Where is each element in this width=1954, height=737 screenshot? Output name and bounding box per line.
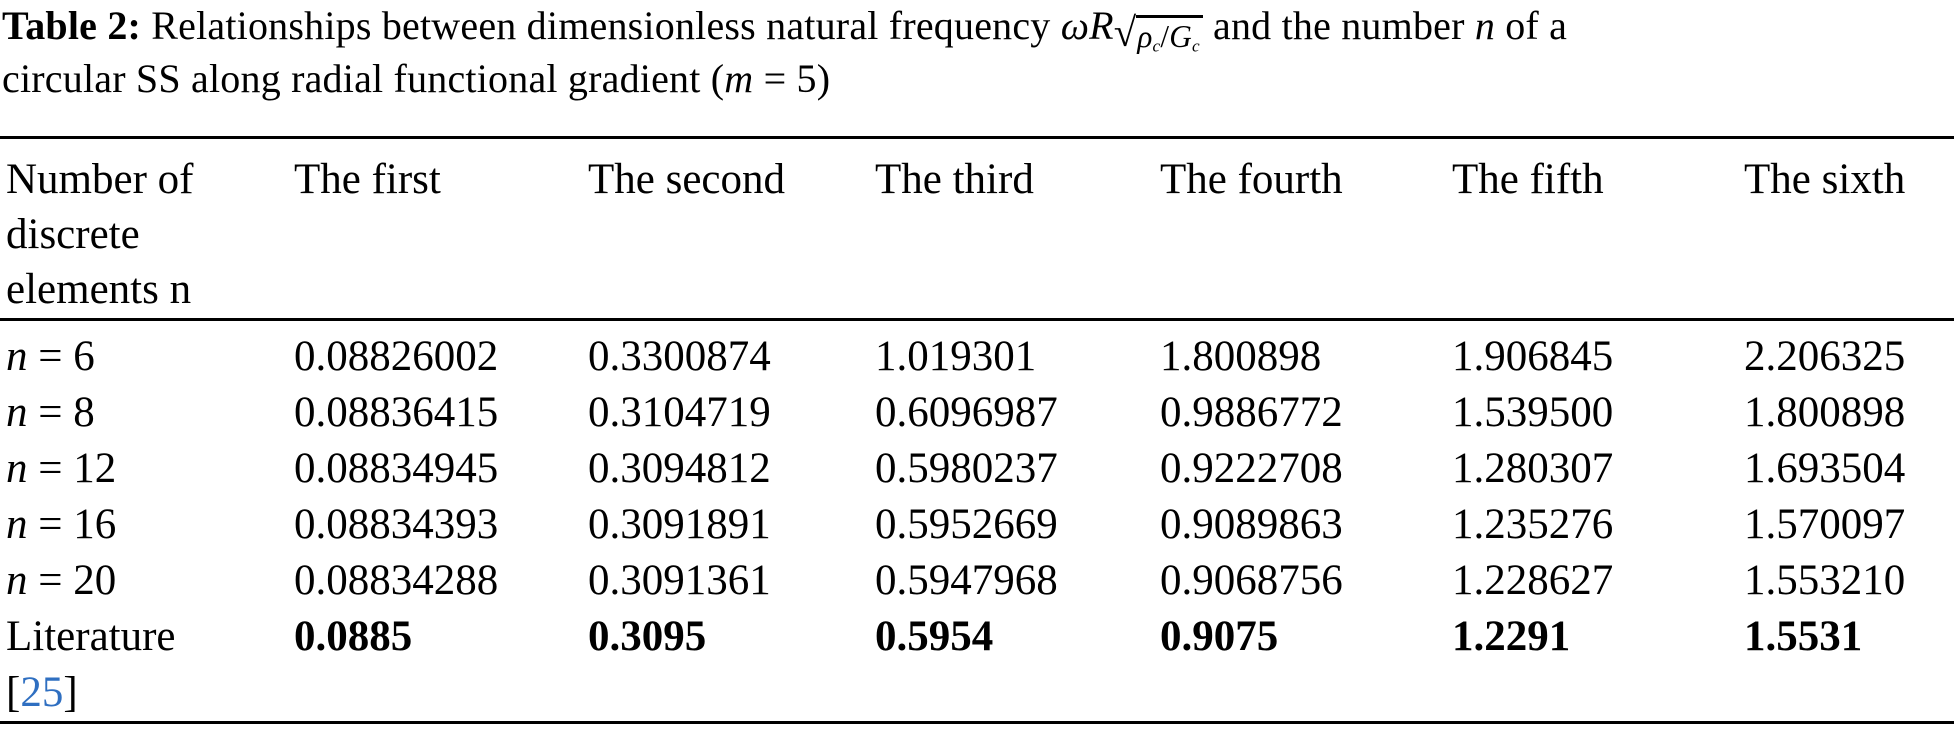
caption-text-e: = 5) [753,55,831,101]
value-cell: 0.3094812 [588,445,771,492]
value-cell: 1.553210 [1744,557,1906,604]
value-cell: 0.9886772 [1160,389,1343,436]
value-cell: 1.5531 [1744,613,1863,660]
value-cell: 1.228627 [1452,557,1614,604]
math-n: n [1474,3,1496,48]
table-row-n8: n = 8 0.08836415 0.3104719 0.6096987 0.9… [6,385,1954,441]
header-cell-the-sixth: The sixth [1744,156,1906,203]
value-cell: 0.5954 [875,613,994,660]
sqrt-radicand: ρc/Gc [1136,15,1203,56]
row-label: n = 16 [6,497,294,553]
literature-label: Literature [6,613,176,660]
caption-text-a: Relationships between dimensionless natu… [141,3,1061,48]
row-label-eq: = 12 [27,445,117,492]
header-cell-the-first: The first [294,156,441,203]
table-row-n20: n = 20 0.08834288 0.3091361 0.5947968 0.… [6,553,1954,609]
table-caption: Table 2: Relationships between dimension… [2,2,1952,103]
math-m: m [724,55,754,101]
table-top-rule [0,136,1954,139]
value-cell: 0.08826002 [294,333,499,380]
caption-text-d: circular SS along radial functional grad… [2,55,725,101]
value-cell: 1.019301 [875,333,1037,380]
value-cell: 0.0885 [294,613,413,660]
value-cell: 0.5980237 [875,445,1058,492]
citation-bracket-open: [ [6,669,21,716]
citation-bracket-close: ] [63,669,78,716]
math-rho: ρ [1137,19,1153,54]
value-cell: 0.08834393 [294,501,499,548]
value-cell: 1.906845 [1452,333,1614,380]
value-cell: 0.3300874 [588,333,771,380]
value-cell: 1.800898 [1744,389,1906,436]
value-cell: 0.5952669 [875,501,1058,548]
sqrt-radical: √ ρc/Gc [1114,10,1203,55]
table-row-n16: n = 16 0.08834393 0.3091891 0.5952669 0.… [6,497,1954,553]
value-cell: 1.539500 [1452,389,1614,436]
value-cell: 2.206325 [1744,333,1906,380]
value-cell: 1.570097 [1744,501,1906,548]
value-cell: 1.280307 [1452,445,1614,492]
row-label-var: n [6,557,28,604]
math-omega-r: ωR [1060,3,1114,48]
row-label-var: n [6,389,28,436]
table-header-row: Number of discrete elements n The first … [0,139,1954,317]
row-label: n = 12 [6,441,294,497]
value-cell: 0.3104719 [588,389,771,436]
value-cell: 0.9222708 [1160,445,1343,492]
row-label-eq: = 16 [27,501,117,548]
caption-text-c: of a [1495,3,1568,48]
math-g: G [1169,19,1192,54]
math-rho-subscript: c [1152,36,1161,56]
value-cell: 1.693504 [1744,445,1906,492]
row-label-var: n [6,501,28,548]
value-cell: 0.9068756 [1160,557,1343,604]
citation-link-25[interactable]: 25 [20,669,64,716]
value-cell: 0.9089863 [1160,501,1343,548]
value-cell: 0.5947968 [875,557,1058,604]
row-label-eq: = 8 [27,389,95,436]
table-row-n12: n = 12 0.08834945 0.3094812 0.5980237 0.… [6,441,1954,497]
value-cell: 1.235276 [1452,501,1614,548]
header-cell-the-second: The second [588,156,786,203]
value-cell: 1.2291 [1452,613,1571,660]
row-label-var: n [6,445,28,492]
header-cell-the-fourth: The fourth [1160,156,1343,203]
value-cell: 0.3091891 [588,501,771,548]
table-header-rule [0,318,1954,321]
value-cell: 1.800898 [1160,333,1322,380]
header-cell-number-of-discrete-elements: Number of discrete elements n [6,156,194,313]
row-label-eq: = 20 [27,557,117,604]
table-row-literature: Literature [25] 0.0885 0.3095 0.5954 0.9… [6,609,1954,721]
row-label-literature: Literature [25] [6,609,294,721]
literature-citation: [25] [6,665,294,721]
row-label-eq: = 6 [27,333,95,380]
value-cell: 0.9075 [1160,613,1279,660]
value-cell: 0.6096987 [875,389,1058,436]
value-cell: 0.08834945 [294,445,499,492]
row-label: n = 20 [6,553,294,609]
value-cell: 0.3095 [588,613,707,660]
table-body: n = 6 0.08826002 0.3300874 1.019301 1.80… [0,321,1954,721]
value-cell: 0.08836415 [294,389,499,436]
table-caption-label: Table 2: [2,3,142,48]
sqrt-sign: √ [1113,10,1137,55]
math-slash: / [1160,19,1170,54]
math-g-subscript: c [1191,36,1200,56]
row-label: n = 8 [6,385,294,441]
caption-text-b: and the number [1202,3,1475,48]
header-cell-the-third: The third [875,156,1034,203]
value-cell: 0.3091361 [588,557,771,604]
table-row-n6: n = 6 0.08826002 0.3300874 1.019301 1.80… [6,329,1954,385]
value-cell: 0.08834288 [294,557,499,604]
table-bottom-rule [0,721,1954,724]
row-label-var: n [6,333,28,380]
header-cell-the-fifth: The fifth [1452,156,1604,203]
row-label: n = 6 [6,329,294,385]
